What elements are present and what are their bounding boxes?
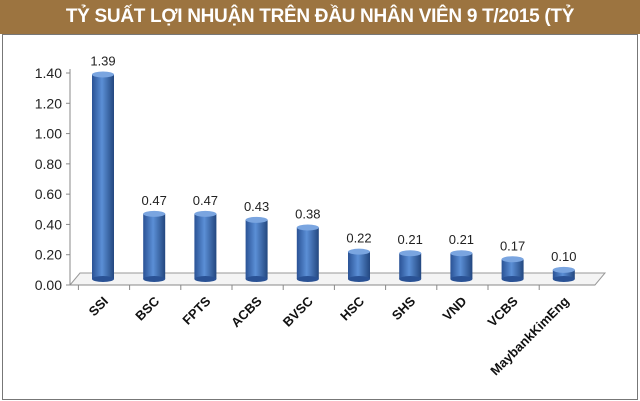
y-tick-label: 1.40 (35, 65, 62, 81)
data-label: 0.17 (500, 238, 525, 253)
bar-top (501, 256, 524, 263)
bar-top (552, 266, 575, 273)
data-label: 0.47 (193, 193, 218, 208)
chart-title: TỶ SUẤT LỢI NHUẬN TRÊN ĐẦU NHÂN VIÊN 9 T… (0, 0, 640, 61)
bar-top (92, 71, 114, 78)
data-label: 0.10 (551, 249, 576, 264)
bar (92, 74, 114, 279)
bar (348, 251, 370, 279)
category-label: FPTS (179, 293, 213, 327)
bar (143, 213, 166, 279)
data-label: 0.43 (244, 199, 269, 214)
bar (399, 253, 422, 279)
bar-base (552, 276, 575, 282)
data-label: 0.21 (398, 232, 423, 247)
data-label: 0.21 (449, 232, 474, 247)
data-label: 0.47 (142, 193, 167, 208)
bar-base (92, 276, 114, 282)
category-label: SSI (86, 294, 111, 319)
category-label: VND (440, 294, 470, 324)
bar-top (143, 210, 166, 217)
y-tick-label: 0.80 (35, 156, 62, 172)
category-label: ACBS (228, 293, 265, 330)
bar-top (245, 216, 268, 223)
data-label: 0.22 (346, 231, 371, 246)
bar-base (348, 276, 370, 282)
bar-base (296, 276, 319, 282)
bar-base (399, 276, 422, 282)
bar-base (450, 276, 473, 282)
data-label: 1.39 (90, 54, 115, 69)
bar-base (143, 276, 166, 282)
bar (296, 227, 319, 279)
bar-top (348, 248, 370, 255)
bar (552, 269, 575, 279)
y-tick-label: 0.20 (35, 247, 62, 263)
bar (501, 259, 524, 279)
bar (245, 219, 268, 279)
y-tick-label: 0.00 (35, 277, 62, 293)
chart-frame (2, 34, 638, 400)
bar-base (501, 276, 524, 282)
bar-top (296, 224, 319, 231)
bar-top (194, 210, 217, 217)
data-label: 0.38 (295, 206, 320, 221)
y-tick-label: 1.00 (35, 126, 62, 142)
bar-base (194, 276, 217, 282)
category-label: BVSC (280, 293, 317, 330)
category-label: SHS (389, 293, 419, 323)
y-tick-label: 0.60 (35, 186, 62, 202)
bar-top (399, 250, 422, 257)
bar-top (450, 250, 473, 257)
y-tick-label: 1.20 (35, 95, 62, 111)
category-label: VCBS (485, 293, 521, 329)
category-label: HSC (337, 293, 367, 323)
y-tick-label: 0.40 (35, 216, 62, 232)
bar (450, 253, 473, 279)
category-label: BSC (132, 293, 162, 323)
bar-base (245, 276, 268, 282)
bar (194, 213, 217, 279)
